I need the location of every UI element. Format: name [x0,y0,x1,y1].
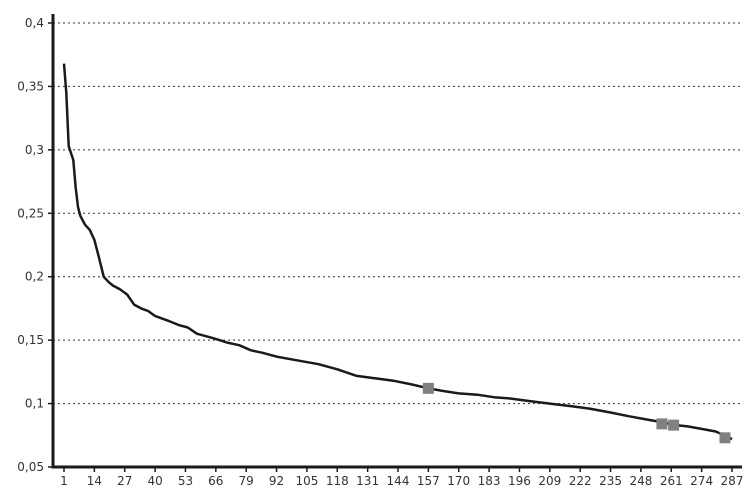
y-axis-ticks: 0,05 0,1 0,15 0,2 0,25 0,3 0,35 0,4 [17,16,53,474]
x-tick-label: 170 [447,474,470,488]
x-tick-label: 222 [569,474,592,488]
series-line [62,63,733,441]
y-tick-label: 0,4 [25,16,44,30]
x-tick-label: 66 [208,474,223,488]
y-tick-label: 0,35 [17,79,44,93]
highlighted-points [422,382,731,444]
x-tick-label: 274 [690,474,713,488]
x-tick-label: 79 [239,474,254,488]
x-tick-label: 144 [387,474,410,488]
data-point-marker [656,418,668,430]
x-tick-label: 248 [629,474,652,488]
x-tick-label: 92 [269,474,284,488]
x-tick-label: 287 [721,474,744,488]
x-tick-label: 131 [356,474,379,488]
x-tick-label: 14 [87,474,102,488]
x-tick-label: 196 [508,474,531,488]
x-tick-label: 235 [599,474,622,488]
x-tick-label: 27 [117,474,132,488]
y-tick-label: 0,25 [17,206,44,220]
y-tick-label: 0,15 [17,333,44,347]
x-tick-label: 53 [178,474,193,488]
x-tick-label: 183 [478,474,501,488]
y-tick-label: 0,05 [17,460,44,474]
y-tick-label: 0,3 [25,143,44,157]
x-tick-label: 261 [660,474,683,488]
series-layer [62,63,733,441]
y-tick-label: 0,1 [25,397,44,411]
x-tick-label: 1 [60,474,68,488]
x-axis-ticks: 1 14 27 40 53 66 79 92 105 118 131 144 157 170 183 196 2… [60,467,743,488]
grid-lines [53,22,740,405]
data-point-marker [719,432,731,444]
y-tick-label: 0,2 [25,270,44,284]
x-tick-label: 157 [417,474,440,488]
x-tick-label: 209 [538,474,561,488]
x-tick-label: 105 [295,474,318,488]
data-point-marker [668,419,680,431]
x-tick-label: 118 [326,474,349,488]
data-point-marker [422,382,434,394]
x-tick-label: 40 [147,474,162,488]
